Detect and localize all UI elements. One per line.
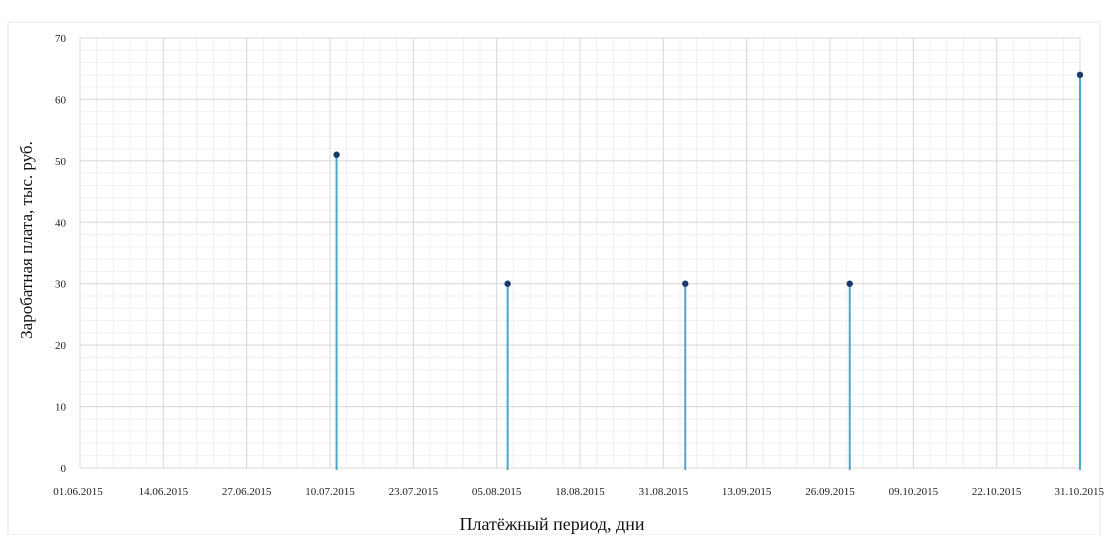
- x-tick-label: 10.07.2015: [305, 486, 355, 498]
- x-tick-label: 27.06.2015: [222, 486, 272, 498]
- y-tick-label: 20: [55, 340, 67, 352]
- stem-marker: [504, 280, 511, 287]
- stem-marker: [846, 280, 853, 287]
- stem-marker: [1076, 71, 1084, 79]
- stem-marker: [333, 151, 340, 158]
- y-axis-ticks: 0 10 20 30 40 50 60 70: [55, 33, 67, 475]
- x-axis-title: Платёжный период, дни: [460, 514, 645, 534]
- grid: [79, 37, 1081, 469]
- x-tick-label: 13.09.2015: [722, 486, 772, 498]
- x-tick-label: 01.06.2015: [53, 486, 103, 498]
- x-tick-label: 14.06.2015: [139, 486, 189, 498]
- stem-marker: [682, 280, 689, 287]
- x-tick-label: 22.10.2015: [972, 486, 1022, 498]
- stems: [333, 71, 1084, 470]
- x-tick-label: 05.08.2015: [472, 486, 522, 498]
- y-tick-label: 0: [61, 463, 67, 475]
- y-tick-label: 60: [55, 94, 67, 106]
- y-tick-label: 70: [55, 33, 67, 45]
- x-tick-label: 23.07.2015: [389, 486, 439, 498]
- y-tick-label: 40: [55, 217, 67, 229]
- x-axis-ticks: 01.06.2015 14.06.2015 27.06.2015 10.07.2015…: [53, 486, 1104, 498]
- y-tick-label: 30: [55, 279, 67, 291]
- chart-border: [7, 21, 1101, 535]
- y-axis-title: Заробатная плата, тыс. руб.: [17, 141, 36, 339]
- x-tick-label: 26.09.2015: [805, 486, 855, 498]
- x-tick-label: 09.10.2015: [889, 486, 939, 498]
- y-tick-label: 50: [55, 156, 67, 168]
- x-tick-label: 18.08.2015: [555, 486, 605, 498]
- x-tick-label: 31.10.2015: [1055, 486, 1105, 498]
- y-tick-label: 10: [55, 402, 67, 414]
- x-tick-label: 31.08.2015: [639, 486, 689, 498]
